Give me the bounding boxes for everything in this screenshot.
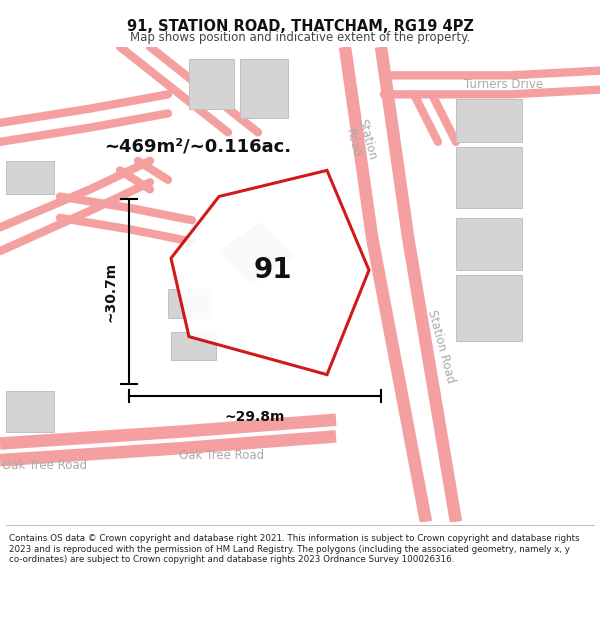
Polygon shape: [6, 391, 54, 432]
Polygon shape: [189, 59, 234, 109]
Text: ~29.8m: ~29.8m: [225, 410, 285, 424]
Polygon shape: [240, 59, 288, 118]
Text: 91: 91: [254, 256, 292, 284]
Polygon shape: [456, 218, 522, 270]
Polygon shape: [456, 275, 522, 341]
Polygon shape: [456, 147, 522, 208]
Polygon shape: [6, 161, 54, 194]
Text: ~30.7m: ~30.7m: [103, 261, 117, 321]
Polygon shape: [168, 289, 210, 318]
Text: Oak Tree Road: Oak Tree Road: [179, 449, 265, 462]
Text: 91, STATION ROAD, THATCHAM, RG19 4PZ: 91, STATION ROAD, THATCHAM, RG19 4PZ: [127, 19, 473, 34]
Polygon shape: [456, 99, 522, 142]
Polygon shape: [219, 222, 294, 284]
Polygon shape: [171, 171, 369, 374]
Polygon shape: [171, 332, 216, 361]
Text: Turners Drive: Turners Drive: [464, 78, 544, 91]
Text: Oak Tree Road: Oak Tree Road: [2, 459, 88, 472]
Text: Station
Road: Station Road: [341, 118, 379, 166]
Text: Contains OS data © Crown copyright and database right 2021. This information is : Contains OS data © Crown copyright and d…: [9, 534, 580, 564]
Text: Map shows position and indicative extent of the property.: Map shows position and indicative extent…: [130, 31, 470, 44]
Text: ~469m²/~0.116ac.: ~469m²/~0.116ac.: [104, 138, 292, 156]
Text: Station Road: Station Road: [425, 308, 457, 384]
